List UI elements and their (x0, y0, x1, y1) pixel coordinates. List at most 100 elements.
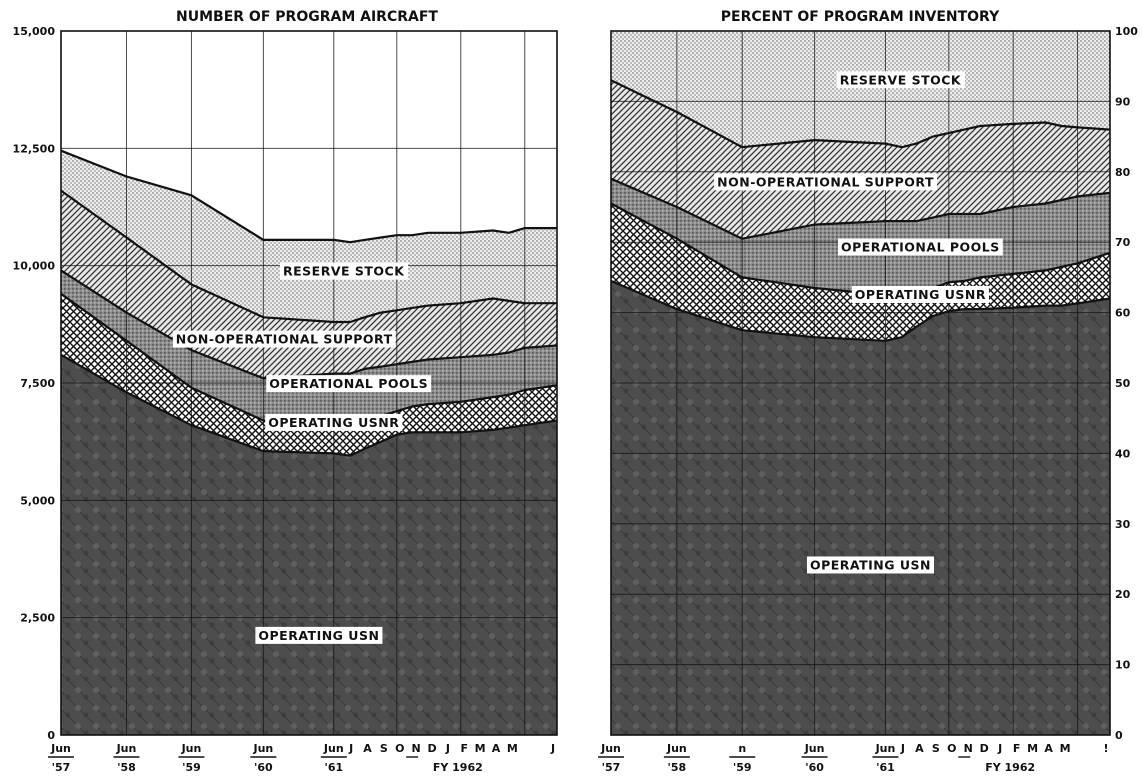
x-tick-label: Jun (875, 742, 896, 755)
area-non-operational-support (611, 80, 1110, 239)
area-operational-pools (61, 270, 557, 430)
line-operating-usn (610, 279, 1111, 342)
x-tick-label: J (445, 742, 450, 755)
x-tick-label: Jun (804, 742, 825, 755)
band-label-bg (806, 556, 934, 574)
band-label-bg (714, 173, 937, 191)
x-tick-label: A (492, 742, 501, 755)
x-year-label: '58 (668, 761, 687, 774)
x-tick-label: M (1027, 742, 1038, 755)
x-tick-label: J (997, 742, 1002, 755)
x-year-label: '60 (805, 761, 824, 774)
x-tick-label: M (1060, 742, 1071, 755)
y-tick-label: 80 (1115, 166, 1131, 179)
x-year-label: '61 (876, 761, 895, 774)
line-operational-pools (610, 177, 1111, 240)
right-chart-panel: PERCENT OF PROGRAM INVENTORY 0 10 20 30 40 50 6… (598, 9, 1138, 774)
x-year-label: '59 (182, 761, 201, 774)
x-tick-label: M (475, 742, 486, 755)
line-operational-pools (60, 269, 558, 380)
x-tick-label: Jun (116, 742, 137, 755)
x-tick-label: Jun (50, 742, 71, 755)
x-tick-label: J (348, 742, 353, 755)
line-operating-usnr (610, 202, 1111, 300)
area-operating-usnr (61, 293, 557, 456)
area-operating-usn (611, 280, 1110, 735)
band-label-bg (836, 71, 965, 89)
x-tick-label: D (980, 742, 989, 755)
x-tick-label: F (460, 742, 468, 755)
band-label-bg (172, 330, 396, 348)
band-label-bg (255, 626, 383, 644)
x-tick-label: A (1044, 742, 1053, 755)
x-year-label: '59 (733, 761, 752, 774)
x-tick-label: M (507, 742, 518, 755)
y-tick-label: 2,500 (20, 612, 55, 625)
x-tick-label: N (412, 742, 421, 755)
x-tick-label: Jun (181, 742, 202, 755)
area-reserve-stock (611, 31, 1110, 148)
x-tick-label: O (947, 742, 956, 755)
line-reserve-stock (60, 149, 557, 244)
x-tick-label: O (395, 742, 404, 755)
x-year-label: '60 (254, 761, 273, 774)
x-year-label: '57 (52, 761, 71, 774)
y-tick-label: 20 (1115, 588, 1131, 601)
x-tick-label: ! (1103, 742, 1108, 755)
y-tick-label: 10,000 (13, 260, 56, 273)
x-year-label: '58 (117, 761, 136, 774)
band-label-operating-usn: OPERATING USN (810, 557, 931, 572)
band-label-operating-usnr: OPERATING USNR (268, 415, 399, 430)
band-label-reserve-stock: RESERVE STOCK (283, 264, 405, 279)
y-tick-label: 60 (1115, 307, 1131, 320)
x-tick-label: J (550, 742, 555, 755)
y-tick-label: 10 (1115, 659, 1131, 672)
band-label-operating-usn: OPERATING USN (258, 628, 379, 643)
y-tick-label: 0 (1115, 729, 1123, 742)
x-tick-label: A (363, 742, 372, 755)
y-tick-label: 100 (1115, 25, 1138, 38)
x-tick-label: Jun (666, 742, 687, 755)
chart-title: NUMBER OF PROGRAM AIRCRAFT (176, 9, 438, 25)
x-tick-label: N (964, 742, 973, 755)
x-year-label: '61 (324, 761, 343, 774)
left-chart-panel: NUMBER OF PROGRAM AIRCRAFT 0 2,500 5,000 7,5… (13, 9, 558, 774)
band-label-operational-pools: OPERATIONAL POOLS (841, 239, 1000, 254)
line-non-operational-support (610, 79, 1111, 149)
x-tick-label: Jun (323, 742, 344, 755)
y-tick-label: 12,500 (13, 142, 56, 155)
y-tick-label: 90 (1115, 95, 1131, 108)
y-tick-label: 7,500 (20, 377, 55, 390)
band-label-reserve-stock: RESERVE STOCK (840, 72, 962, 87)
fiscal-year-label: FY 1962 (985, 761, 1035, 774)
x-tick-label: J (900, 742, 905, 755)
band-label-operating-usnr: OPERATING USNR (855, 287, 986, 302)
band-label-bg (851, 286, 989, 303)
x-tick-label: S (932, 742, 940, 755)
chart-title: PERCENT OF PROGRAM INVENTORY (721, 9, 1000, 25)
plot-frame (60, 30, 558, 736)
band-label-bg (280, 262, 409, 280)
line-operating-usn (60, 353, 558, 457)
x-year-label: '57 (602, 761, 621, 774)
y-tick-label: 0 (47, 729, 55, 742)
y-tick-label: 40 (1115, 447, 1131, 460)
band-label-bg (265, 413, 403, 431)
x-tick-label: Jun (600, 742, 621, 755)
y-tick-label: 50 (1115, 377, 1131, 390)
band-label-bg (837, 238, 1003, 256)
area-operating-usn (61, 354, 557, 735)
y-tick-label: 70 (1115, 236, 1131, 249)
x-tick-label: F (1013, 742, 1021, 755)
band-label-non-operational-support: NON-OPERATIONAL SUPPORT (176, 332, 393, 347)
y-tick-label: 5,000 (20, 494, 55, 507)
area-operating-usnr (611, 203, 1110, 341)
band-label-bg (266, 375, 432, 393)
band-label-operational-pools: OPERATIONAL POOLS (269, 376, 428, 391)
x-tick-label: D (427, 742, 436, 755)
x-tick-label: A (915, 742, 924, 755)
line-operating-usnr (60, 292, 558, 431)
line-non-operational-support (60, 189, 557, 324)
x-tick-label: S (380, 742, 388, 755)
